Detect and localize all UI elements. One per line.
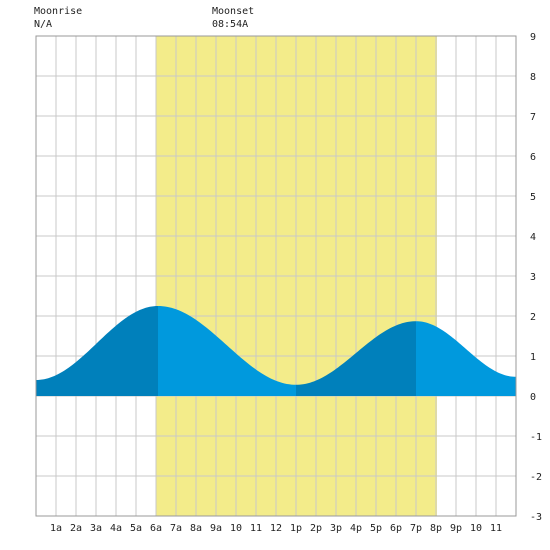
y-tick-label: 7: [530, 112, 536, 123]
tide-falling-area: [416, 321, 516, 396]
x-tick-label: 11: [490, 523, 502, 534]
x-tick-label: 6a: [150, 523, 162, 534]
y-tick-label: -1: [530, 432, 542, 443]
x-tick-label: 2a: [70, 523, 82, 534]
x-tick-label: 12: [270, 523, 282, 534]
x-tick-label: 3a: [90, 523, 102, 534]
x-tick-label: 8a: [190, 523, 202, 534]
plot-frame: [35, 35, 517, 517]
x-tick-label: 3p: [330, 523, 342, 534]
y-tick-label: 1: [530, 352, 536, 363]
moonset-label: Moonset: [212, 6, 255, 17]
y-tick-label: 0: [530, 392, 536, 403]
y-tick-label: 6: [530, 152, 536, 163]
y-tick-label: 4: [530, 232, 536, 243]
x-tick-label: 9p: [450, 523, 462, 534]
x-tick-label: 8p: [430, 523, 442, 534]
x-tick-label: 1a: [50, 523, 62, 534]
tide-falling-area: [158, 306, 296, 396]
tide-rising-area: [296, 321, 416, 396]
x-tick-label: 7p: [410, 523, 422, 534]
y-tick-label: 2: [530, 312, 536, 323]
x-tick-label: 6p: [390, 523, 402, 534]
y-tick-label: 5: [530, 192, 536, 203]
x-tick-label: 4p: [350, 523, 362, 534]
x-tick-label: 11: [250, 523, 262, 534]
moonset-value: 08:54A: [212, 19, 249, 30]
x-tick-label: 10: [470, 523, 482, 534]
x-tick-label: 9a: [210, 523, 222, 534]
y-tick-label: 3: [530, 272, 536, 283]
x-tick-label: 1p: [290, 523, 302, 534]
x-tick-label: 5a: [130, 523, 142, 534]
moonrise-value: N/A: [34, 19, 53, 30]
y-tick-label: -2: [530, 472, 542, 483]
x-tick-label: 10: [230, 523, 242, 534]
y-tick-label: 8: [530, 72, 536, 83]
y-tick-label: -3: [530, 512, 542, 523]
x-tick-label: 5p: [370, 523, 382, 534]
x-tick-label: 7a: [170, 523, 182, 534]
y-tick-label: 9: [530, 32, 536, 43]
x-tick-label: 2p: [310, 523, 322, 534]
tide-rising-area: [36, 306, 158, 396]
x-tick-label: 4a: [110, 523, 122, 534]
moonrise-label: Moonrise: [34, 6, 83, 17]
